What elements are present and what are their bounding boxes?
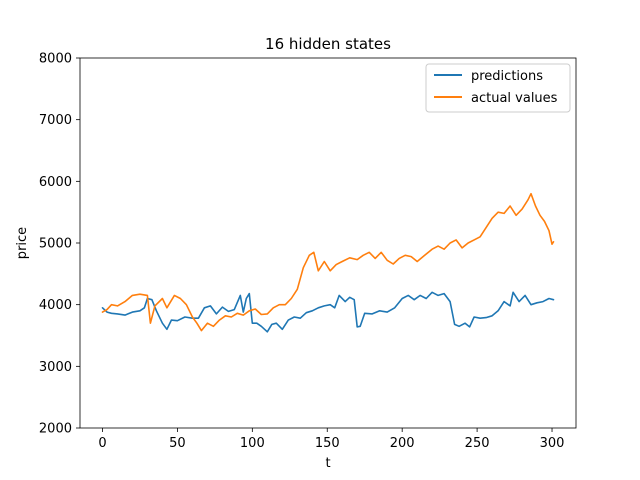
x-tick-label: 50 — [169, 436, 186, 451]
x-tick-label: 300 — [540, 436, 565, 451]
chart-title: 16 hidden states — [265, 35, 391, 53]
y-tick-label: 2000 — [39, 422, 72, 437]
y-tick-label: 8000 — [39, 52, 72, 67]
plot-lines — [101, 192, 555, 333]
y-tick-label: 6000 — [39, 175, 72, 190]
x-tick-label: 100 — [240, 436, 265, 451]
y-tick-label: 5000 — [39, 237, 72, 252]
legend-label-actual-values: actual values — [471, 91, 558, 106]
legend-label-predictions: predictions — [471, 69, 543, 84]
x-axis-ticks: 0 50 100 150 200 250 300 — [98, 428, 564, 451]
series-line-actual-values — [101, 192, 555, 332]
x-axis-label: t — [325, 456, 330, 471]
x-tick-label: 0 — [98, 436, 106, 451]
y-tick-label: 7000 — [39, 113, 72, 128]
x-tick-label: 150 — [315, 436, 340, 451]
y-tick-label: 4000 — [39, 298, 72, 313]
x-tick-label: 200 — [390, 436, 415, 451]
y-axis-ticks: 2000 3000 4000 5000 6000 7000 8000 — [39, 52, 80, 437]
y-tick-label: 3000 — [39, 360, 72, 375]
series-line-predictions — [101, 291, 555, 333]
y-axis-label: price — [15, 227, 30, 259]
x-tick-label: 250 — [465, 436, 490, 451]
legend: predictions actual values — [425, 63, 571, 113]
